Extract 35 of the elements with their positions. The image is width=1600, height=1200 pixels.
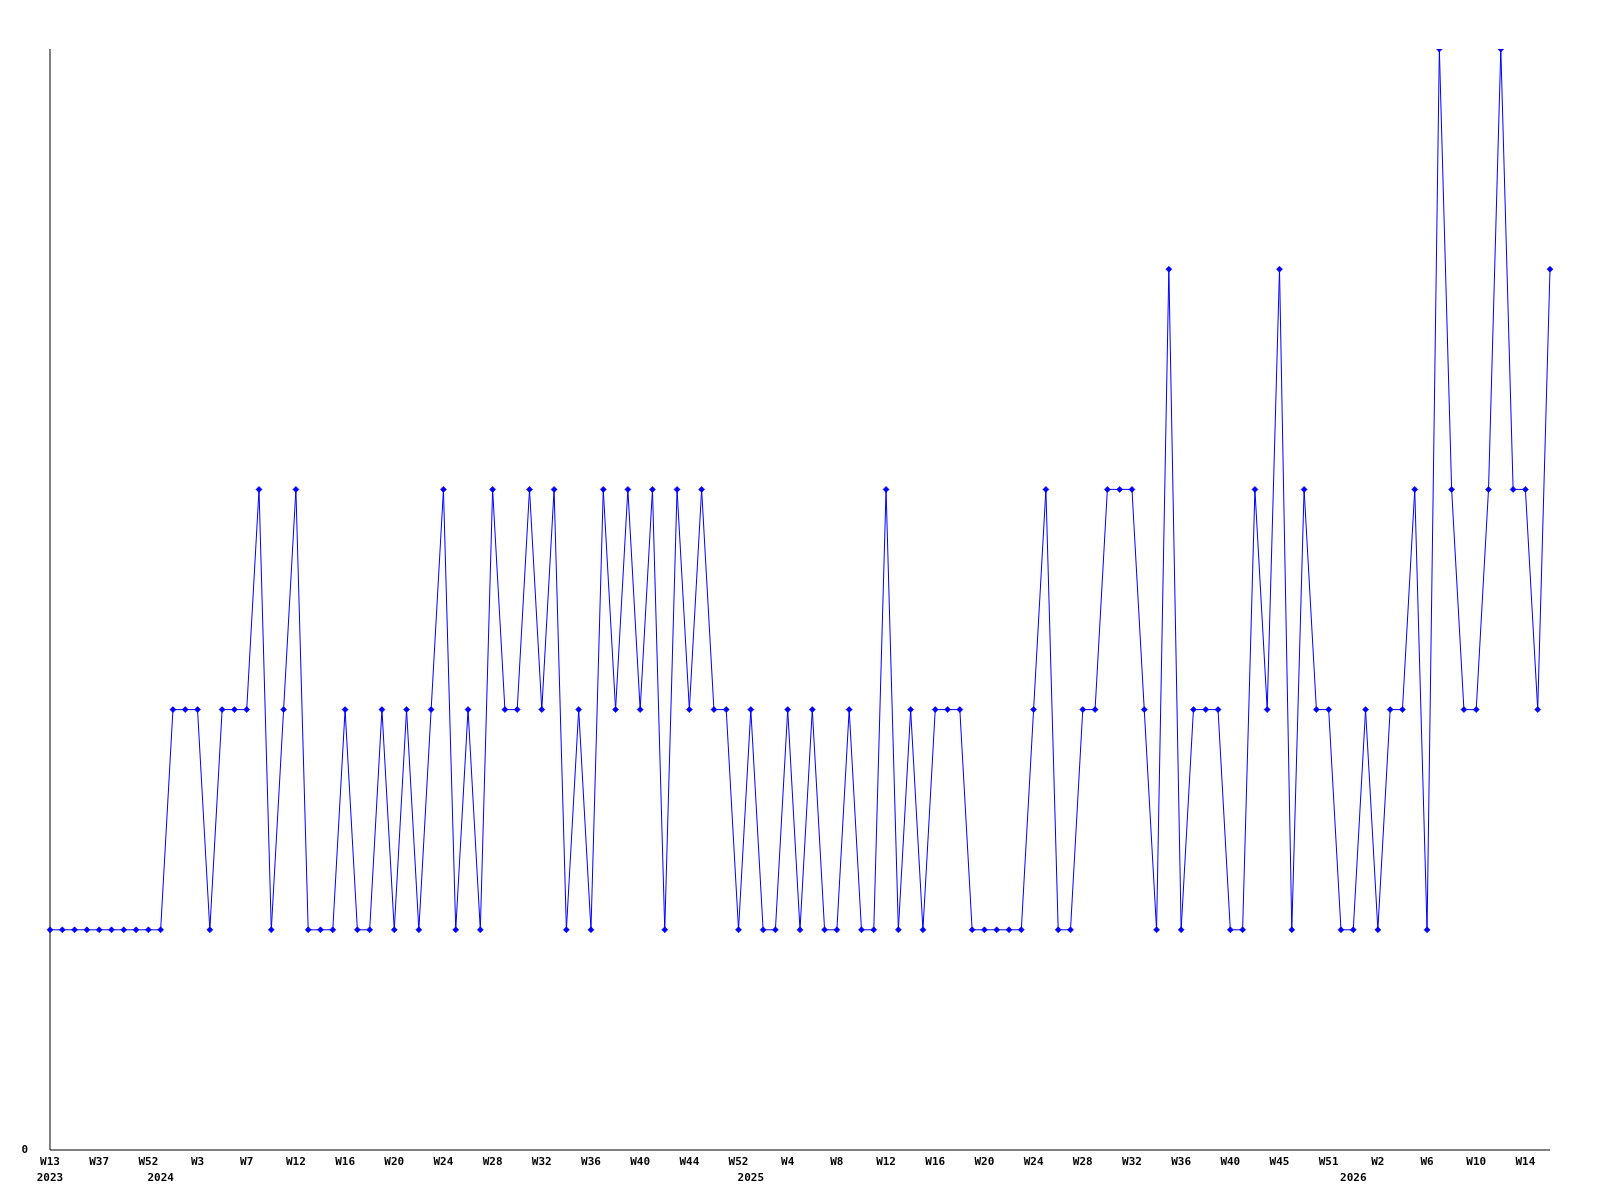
x-tick-label: W20 (384, 1155, 405, 1168)
x-tick-label: W16 (335, 1155, 356, 1168)
x-tick-label: W52 (728, 1155, 749, 1168)
x-tick-label: W44 (679, 1155, 700, 1168)
x-tick-label: 2026 (1340, 1171, 1367, 1184)
x-tick-label: W52 (138, 1155, 159, 1168)
x-tick-label: W20 (974, 1155, 995, 1168)
x-tick-label: W12 (285, 1155, 306, 1168)
x-tick-label: W2 (1371, 1155, 1385, 1168)
x-tick-label: W36 (1171, 1155, 1192, 1168)
x-tick-label: W24 (1023, 1155, 1044, 1168)
x-tick-label: 2025 (737, 1171, 765, 1184)
x-tick-label: 2024 (147, 1171, 175, 1184)
x-tick-label: W40 (630, 1155, 651, 1168)
x-tick-label: W37 (89, 1155, 110, 1168)
x-tick-label: W14 (1515, 1155, 1536, 1168)
x-tick-label: W40 (1220, 1155, 1241, 1168)
x-tick-label: W32 (1122, 1155, 1142, 1168)
x-tick-label: W6 (1420, 1155, 1435, 1168)
x-tick-label: W51 (1318, 1155, 1339, 1168)
x-tick-label: W13 2023 (36, 1155, 64, 1184)
x-tick-label: W8 (830, 1155, 844, 1168)
x-tick-label: W36 (581, 1155, 602, 1168)
x-tick-label: W10 (1466, 1155, 1487, 1168)
x-tick-label: W7 (240, 1155, 254, 1168)
x-tick-label: W24 (433, 1155, 454, 1168)
x-tick-label: W28 (1072, 1155, 1093, 1168)
text: 0 (21, 1143, 28, 1157)
x-tick-label: W45 (1269, 1155, 1290, 1168)
x-tick-label: W12 (876, 1155, 896, 1168)
x-tick-label: W3 (190, 1155, 205, 1168)
x-tick-label: W28 (482, 1155, 503, 1168)
x-tick-label: W4 (781, 1155, 795, 1168)
x-tick-label: W32 (531, 1155, 552, 1168)
x-tick-label: W16 (925, 1155, 946, 1168)
